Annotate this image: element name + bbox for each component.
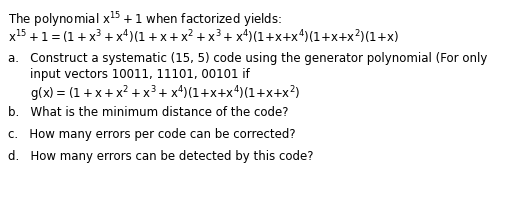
Text: The polynomial $\mathrm{x}^{15} + 1$ when factorized yields:: The polynomial $\mathrm{x}^{15} + 1$ whe… (8, 10, 282, 30)
Text: input vectors 10011, 11101, 00101 if: input vectors 10011, 11101, 00101 if (30, 68, 250, 81)
Text: $\mathrm{g(x)} = (1 + \mathrm{x} +\mathrm{x}^2 + \mathrm{x}^3 +\mathrm{x}^4)(1{+: $\mathrm{g(x)} = (1 + \mathrm{x} +\mathr… (30, 84, 300, 104)
Text: c.   How many errors per code can be corrected?: c. How many errors per code can be corre… (8, 128, 296, 141)
Text: $\mathrm{x}^{15} + 1 = (1 + \mathrm{x}^3 + \mathrm{x}^4)(1 + \mathrm{x} +\mathrm: $\mathrm{x}^{15} + 1 = (1 + \mathrm{x}^3… (8, 28, 398, 46)
Text: b.   What is the minimum distance of the code?: b. What is the minimum distance of the c… (8, 106, 288, 119)
Text: a.   Construct a systematic (15, 5) code using the generator polynomial (For onl: a. Construct a systematic (15, 5) code u… (8, 52, 487, 65)
Text: d.   How many errors can be detected by this code?: d. How many errors can be detected by th… (8, 150, 313, 163)
